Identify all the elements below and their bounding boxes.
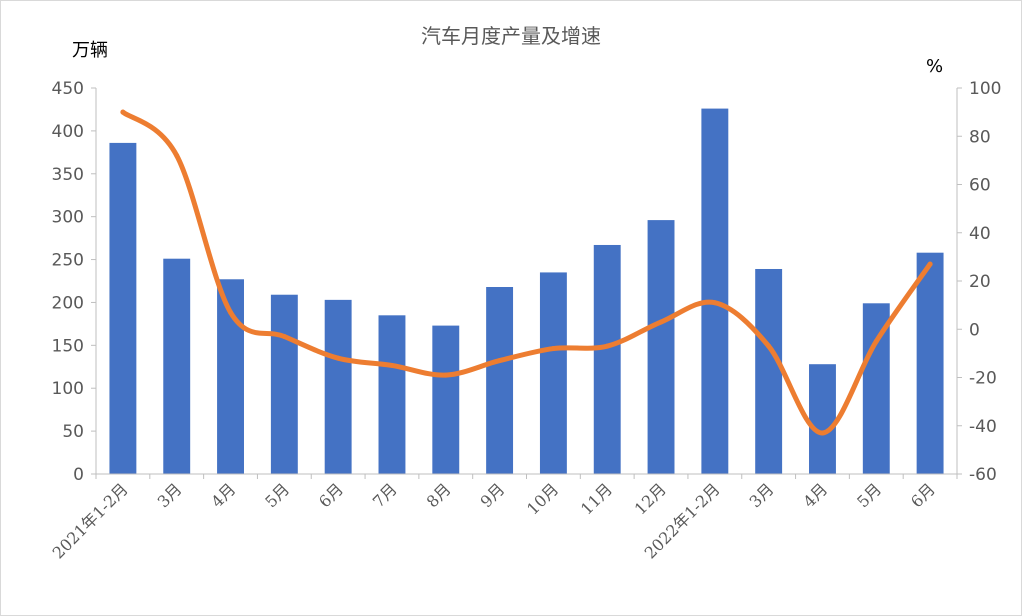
bar	[647, 220, 675, 474]
left-tick-label: 50	[62, 422, 84, 442]
right-axis-unit: %	[926, 56, 943, 77]
right-tick-label: -20	[969, 369, 997, 389]
growth-point	[819, 430, 825, 436]
growth-point	[389, 362, 395, 368]
bar	[163, 258, 191, 474]
bar	[593, 244, 621, 474]
bar	[755, 268, 783, 474]
bar	[809, 364, 836, 474]
left-tick-label: 150	[52, 336, 84, 356]
left-tick-label: 250	[52, 251, 84, 271]
bar	[432, 325, 460, 474]
left-tick-label: 200	[52, 293, 84, 313]
right-tick-label: 0	[969, 320, 980, 340]
chart-title: 汽车月度产量及增速	[421, 24, 601, 48]
growth-point	[766, 343, 772, 349]
left-tick-label: 450	[52, 79, 84, 99]
bar	[701, 108, 729, 474]
growth-point	[712, 300, 718, 306]
right-tick-label: -60	[969, 465, 997, 485]
right-tick-label: 60	[969, 176, 991, 196]
growth-point	[497, 358, 503, 364]
right-tick-label: 80	[969, 127, 991, 147]
growth-point	[120, 109, 126, 115]
bar	[324, 299, 352, 474]
right-tick-label: 20	[969, 272, 991, 292]
bar	[539, 272, 567, 474]
left-axis-unit: 万辆	[72, 40, 108, 61]
left-tick-label: 300	[52, 208, 84, 228]
bar	[270, 294, 298, 474]
growth-line	[120, 109, 933, 436]
growth-point	[443, 372, 449, 378]
growth-point	[174, 153, 180, 159]
growth-point	[228, 309, 234, 315]
right-tick-label: 100	[969, 79, 1001, 99]
growth-point	[335, 355, 341, 361]
growth-point	[927, 261, 933, 267]
growth-point	[873, 338, 879, 344]
right-tick-label: -40	[969, 417, 997, 437]
right-tick-label: 40	[969, 224, 991, 244]
left-tick-label: 350	[52, 165, 84, 185]
left-tick-label: 0	[73, 465, 84, 485]
growth-point	[604, 343, 610, 349]
left-tick-label: 100	[52, 379, 84, 399]
bar	[109, 142, 137, 474]
growth-point	[658, 319, 664, 325]
growth-point	[550, 346, 556, 352]
bars-layer	[109, 108, 944, 474]
bar	[378, 315, 406, 474]
growth-point	[281, 333, 287, 339]
bar	[486, 287, 514, 474]
bar	[916, 252, 944, 474]
line-layer	[120, 109, 933, 436]
left-tick-label: 400	[52, 122, 84, 142]
